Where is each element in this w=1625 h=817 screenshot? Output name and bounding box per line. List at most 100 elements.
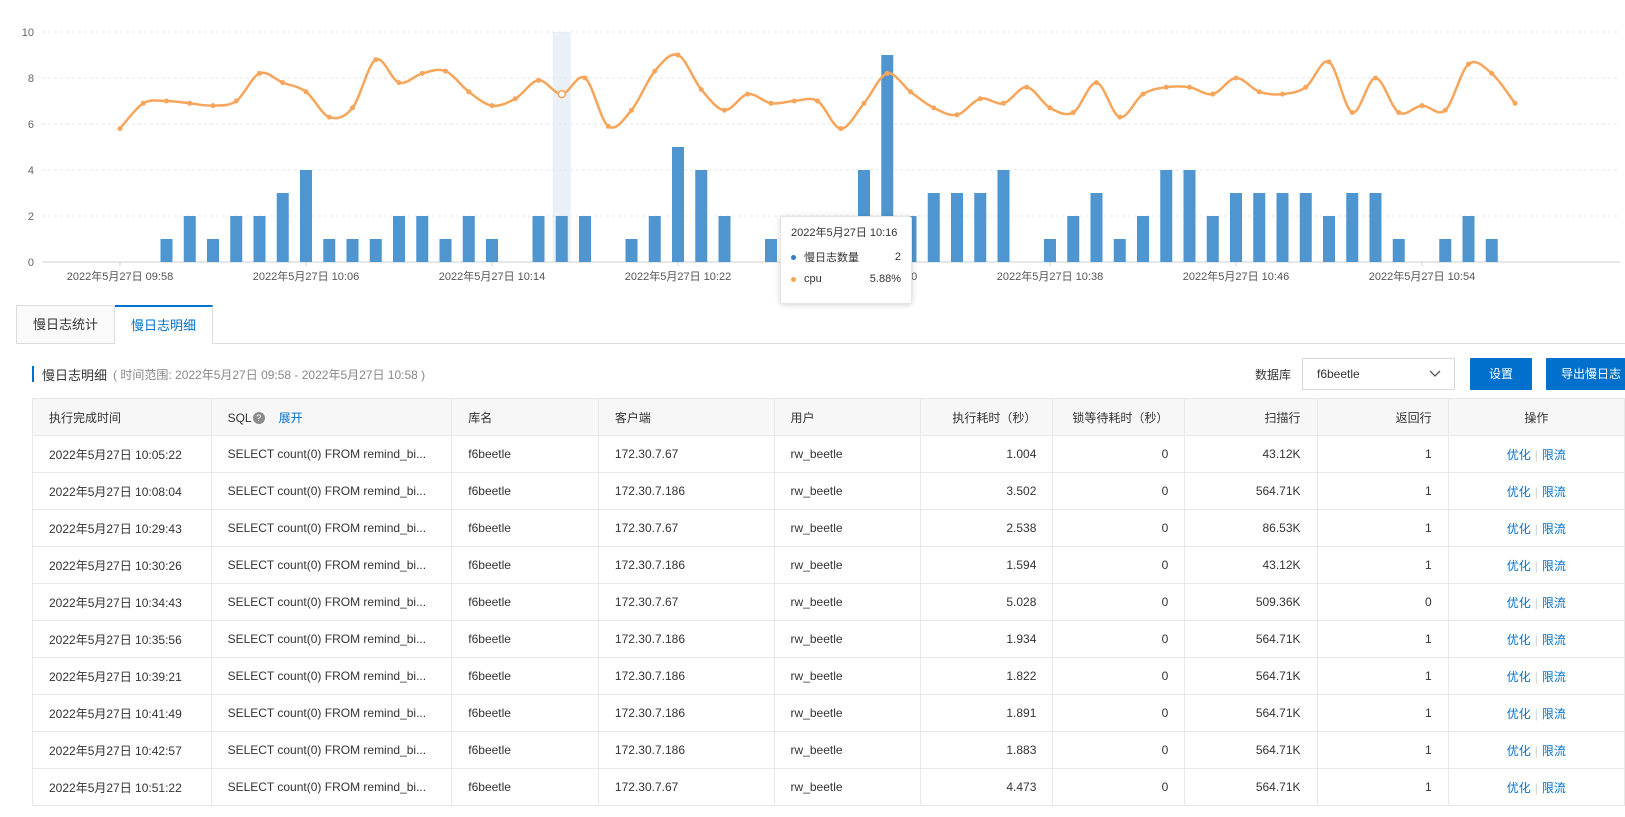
- cpu-point: [1349, 110, 1355, 115]
- bar: [439, 239, 452, 262]
- x-tick-label: 2022年5月27日 10:54: [1369, 269, 1475, 283]
- cpu-point: [419, 70, 425, 76]
- cpu-point: [373, 57, 379, 63]
- cell-returned-rows: 1: [1316, 435, 1449, 473]
- col-scanned-rows: 扫描行: [1184, 398, 1318, 436]
- tab-slow-log-details[interactable]: 慢日志明细: [115, 305, 214, 344]
- optimize-link[interactable]: 优化: [1506, 706, 1531, 721]
- cell-db: f6beetle: [451, 657, 599, 695]
- optimize-link[interactable]: 优化: [1506, 484, 1531, 499]
- bar: [160, 239, 173, 262]
- expand-sql-link[interactable]: 展开: [278, 410, 303, 425]
- table-row: 2022年5月27日 10:08:04 SELECT count(0) FROM …: [32, 472, 1625, 510]
- optimize-link[interactable]: 优化: [1506, 780, 1531, 795]
- optimize-link[interactable]: 优化: [1506, 595, 1531, 610]
- y-tick-label: 0: [28, 257, 34, 269]
- throttle-link[interactable]: 限流: [1541, 595, 1566, 610]
- cell-sql: SELECT count(0) FROM remind_bi...: [210, 435, 453, 473]
- throttle-link[interactable]: 限流: [1541, 743, 1566, 758]
- throttle-link[interactable]: 限流: [1541, 669, 1566, 684]
- col-actions: 操作: [1447, 398, 1625, 436]
- cell-sql: SELECT count(0) FROM remind_bi...: [210, 546, 453, 584]
- cell-returned-rows: 1: [1316, 509, 1449, 547]
- bar: [1462, 216, 1475, 262]
- help-icon[interactable]: ?: [252, 411, 265, 424]
- chevron-down-icon: [1429, 370, 1441, 377]
- cpu-point: [1489, 70, 1495, 76]
- cell-actions: 优化 | 限流: [1447, 472, 1625, 510]
- cell-scanned-rows: 564.71K: [1184, 731, 1318, 769]
- optimize-link[interactable]: 优化: [1506, 743, 1531, 758]
- bar: [486, 239, 498, 262]
- cpu-point: [512, 96, 518, 102]
- optimize-link[interactable]: 优化: [1506, 558, 1531, 573]
- cell-client: 172.30.7.67: [597, 583, 775, 621]
- bar: [1230, 193, 1242, 262]
- throttle-link[interactable]: 限流: [1541, 706, 1566, 721]
- col-sql-label: SQL: [227, 410, 252, 425]
- cpu-point: [815, 98, 820, 104]
- tooltip-series-name: cpu: [804, 273, 822, 285]
- col-user: 用户: [773, 398, 922, 436]
- throttle-link[interactable]: 限流: [1541, 521, 1566, 536]
- optimize-link[interactable]: 优化: [1506, 521, 1531, 536]
- y-tick-label: 10: [22, 27, 34, 39]
- optimize-link[interactable]: 优化: [1506, 447, 1531, 462]
- tooltip-row-slowlog: 慢日志数量 2: [791, 249, 901, 265]
- throttle-link[interactable]: 限流: [1541, 558, 1566, 573]
- cell-lock-wait: 0: [1052, 620, 1186, 658]
- cpu-point: [1210, 91, 1216, 97]
- tab-slow-log-stats[interactable]: 慢日志统计: [16, 305, 116, 343]
- cpu-point: [652, 68, 658, 74]
- cpu-point: [861, 100, 867, 106]
- cell-scanned-rows: 564.71K: [1184, 768, 1318, 806]
- series-dot-icon: [791, 276, 796, 282]
- table-row: 2022年5月27日 10:41:49 SELECT count(0) FROM …: [32, 694, 1625, 732]
- cell-lock-wait: 0: [1052, 472, 1186, 510]
- cell-finish-time: 2022年5月27日 10:41:49: [32, 694, 212, 732]
- cell-actions: 优化 | 限流: [1447, 768, 1625, 806]
- database-select[interactable]: f6beetle: [1302, 358, 1455, 390]
- cell-db: f6beetle: [451, 620, 599, 658]
- optimize-link[interactable]: 优化: [1506, 632, 1531, 647]
- cpu-point: [1442, 107, 1448, 113]
- time-range-text: ( 时间范围: 2022年5月27日 09:58 - 2022年5月27日 10…: [113, 367, 426, 382]
- cell-lock-wait: 0: [1052, 657, 1186, 695]
- throttle-link[interactable]: 限流: [1541, 632, 1566, 647]
- cell-actions: 优化 | 限流: [1447, 620, 1625, 658]
- cpu-point: [675, 52, 681, 58]
- cell-client: 172.30.7.186: [597, 546, 775, 584]
- throttle-link[interactable]: 限流: [1541, 780, 1566, 795]
- cell-user: rw_beetle: [773, 472, 922, 510]
- cpu-point: [768, 100, 774, 106]
- optimize-link[interactable]: 优化: [1506, 669, 1531, 684]
- cell-exec-time: 1.004: [920, 435, 1054, 473]
- cell-actions: 优化 | 限流: [1447, 694, 1625, 732]
- cell-scanned-rows: 564.71K: [1184, 472, 1318, 510]
- export-slow-log-button[interactable]: 导出慢日志: [1546, 358, 1625, 390]
- col-lock-wait: 锁等待耗时（秒）: [1052, 398, 1186, 436]
- x-tick-label: 2022年5月27日 09:58: [67, 269, 173, 283]
- cell-client: 172.30.7.186: [597, 694, 775, 732]
- col-client: 客户端: [597, 398, 775, 436]
- cell-actions: 优化 | 限流: [1447, 657, 1625, 695]
- col-db: 库名: [451, 398, 599, 436]
- tooltip-series-value: 2: [894, 251, 901, 263]
- throttle-link[interactable]: 限流: [1541, 447, 1566, 462]
- bar: [648, 216, 661, 262]
- cpu-point: [1117, 114, 1123, 120]
- cell-sql: SELECT count(0) FROM remind_bi...: [210, 694, 453, 732]
- bar: [881, 55, 894, 262]
- settings-button[interactable]: 设置: [1470, 358, 1532, 390]
- cell-scanned-rows: 86.53K: [1184, 509, 1318, 547]
- y-tick-label: 4: [28, 165, 34, 177]
- section-accent-bar: [32, 366, 34, 382]
- cpu-point: [443, 68, 448, 74]
- cell-finish-time: 2022年5月27日 10:29:43: [32, 509, 212, 547]
- throttle-link[interactable]: 限流: [1541, 484, 1566, 499]
- cell-finish-time: 2022年5月27日 10:42:57: [32, 731, 212, 769]
- cell-exec-time: 1.822: [920, 657, 1054, 695]
- cell-sql: SELECT count(0) FROM remind_bi...: [210, 509, 453, 547]
- cpu-point: [557, 89, 566, 99]
- cell-db: f6beetle: [451, 546, 599, 584]
